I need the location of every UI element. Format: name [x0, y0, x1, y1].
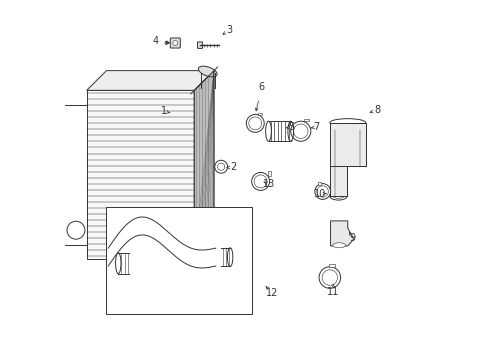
Polygon shape — [329, 123, 365, 196]
Ellipse shape — [332, 243, 345, 248]
Bar — [257, 113, 262, 114]
Ellipse shape — [265, 121, 271, 141]
Text: 6: 6 — [258, 82, 264, 93]
Text: 9: 9 — [348, 233, 354, 243]
FancyBboxPatch shape — [170, 38, 180, 48]
Ellipse shape — [332, 194, 343, 198]
Bar — [303, 119, 308, 121]
Bar — [317, 181, 320, 185]
Text: 13: 13 — [262, 179, 274, 189]
Text: 4: 4 — [152, 36, 158, 46]
Text: 7: 7 — [312, 122, 319, 132]
Text: 3: 3 — [226, 25, 232, 35]
Polygon shape — [86, 71, 214, 90]
Text: 10: 10 — [314, 189, 326, 199]
Bar — [133, 250, 139, 252]
Text: 1: 1 — [161, 106, 166, 116]
Ellipse shape — [227, 248, 232, 266]
Text: 2: 2 — [229, 162, 236, 172]
Bar — [328, 264, 334, 267]
Text: 5: 5 — [287, 122, 294, 132]
Polygon shape — [194, 71, 214, 259]
Circle shape — [172, 41, 178, 45]
Ellipse shape — [287, 121, 293, 141]
Bar — [267, 171, 270, 176]
FancyBboxPatch shape — [197, 42, 202, 48]
Text: 11: 11 — [326, 287, 339, 297]
Text: 8: 8 — [374, 105, 380, 115]
Bar — [86, 90, 194, 259]
Ellipse shape — [329, 192, 346, 200]
Ellipse shape — [198, 66, 217, 77]
Bar — [106, 207, 251, 315]
Ellipse shape — [115, 253, 121, 274]
Polygon shape — [330, 221, 353, 246]
Text: 12: 12 — [266, 288, 278, 298]
Bar — [219, 245, 224, 246]
Ellipse shape — [329, 119, 365, 127]
